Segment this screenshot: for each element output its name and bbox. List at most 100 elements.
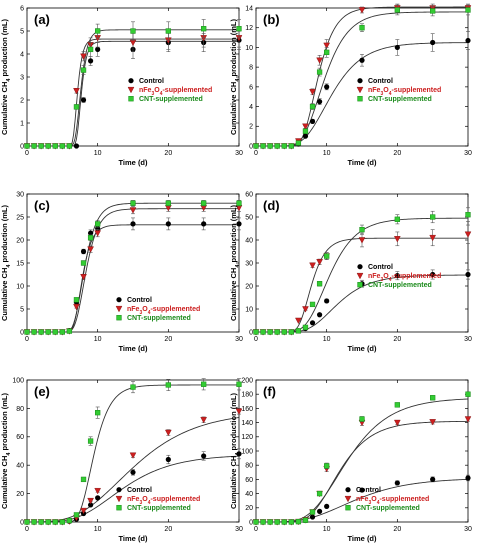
y-tick-label: 0	[20, 143, 24, 150]
legend-nfe-sub1: 3	[139, 310, 142, 316]
y-axis-label: Cumulative CH4 production (mL)	[0, 205, 12, 321]
cnt-point	[52, 329, 58, 335]
cnt-point	[260, 329, 266, 335]
y-axis-label-prefix: Cumulative CH	[0, 268, 9, 321]
y-axis-label-subscript: 4	[6, 264, 12, 268]
cnt-point	[394, 402, 400, 408]
cnt-point	[295, 518, 302, 525]
cnt-point	[87, 46, 94, 53]
cnt-point	[357, 282, 363, 288]
legend-control-label: Control	[368, 78, 393, 85]
control-point	[116, 297, 122, 303]
panel-label-text: (c)	[34, 198, 50, 213]
control-point	[465, 475, 471, 481]
legend-nfe-prefix: nFe	[127, 496, 140, 503]
panel-label: (e)	[34, 384, 50, 399]
control-point	[324, 84, 330, 90]
control-point	[309, 514, 316, 520]
cnt-point	[66, 328, 73, 334]
x-tick-label: 0	[25, 150, 29, 157]
cnt-point	[201, 26, 207, 32]
cnt-point	[316, 69, 323, 75]
legend: ControlnFe3O4-supplementedCNT-supplement…	[115, 297, 200, 322]
legend-nfe-suffix: -supplemented	[162, 87, 212, 94]
cnt-point	[38, 143, 44, 149]
cnt-point	[465, 391, 471, 397]
y-tick-label: 40	[16, 463, 24, 470]
chart-panel: 0 20 40 60 80 100 0 10 20 30 Time (d) Cumulative CH…	[0, 377, 243, 543]
nfe-point	[356, 86, 364, 94]
control-point	[116, 487, 122, 493]
control-point	[309, 118, 316, 124]
y-tick-label: 40	[245, 237, 253, 244]
legend-cnt-label: CNT-supplemented	[356, 505, 420, 512]
legend-nfe-prefix: nFe	[368, 87, 381, 94]
x-tick-label: 10	[323, 526, 331, 533]
legend: ControlnFe3O4-supplementedCNT-supplement…	[127, 78, 212, 103]
y-tick-label: 20	[245, 283, 253, 290]
cnt-point	[324, 49, 330, 56]
cnt-point	[130, 384, 136, 390]
y-axis-label-suffix: production (mL)	[229, 393, 238, 453]
control-point	[324, 503, 330, 509]
cnt-point	[66, 517, 73, 524]
nfe-point	[309, 89, 316, 96]
chart-panel: 0 10 20 30 40 50 60 0 10 20 30 Time (d) Cumulative C…	[229, 191, 472, 353]
x-axis-label: Time (d)	[118, 158, 148, 167]
nfe-point	[87, 246, 94, 253]
legend-control-text: Control	[127, 487, 152, 494]
control-point	[130, 469, 136, 475]
nfe-point	[73, 88, 80, 95]
y-tick-label: 40	[245, 491, 253, 498]
cnt-point	[324, 253, 330, 259]
legend-cnt-label: CNT-supplemented	[127, 505, 191, 512]
control-point	[317, 312, 323, 318]
cnt-point	[236, 381, 242, 387]
y-tick-label: 20	[16, 237, 24, 244]
y-tick-label: 0	[249, 329, 253, 336]
cnt-point	[359, 227, 365, 233]
legend-control-text: Control	[127, 297, 152, 304]
cnt-point	[236, 200, 242, 206]
control-point	[128, 78, 134, 84]
y-axis-label-subscript: 4	[6, 452, 12, 456]
legend-control-label: Control	[139, 78, 164, 85]
nfe-point	[200, 417, 207, 424]
control-point	[130, 221, 136, 227]
control-point	[88, 58, 94, 64]
nfe-point	[356, 272, 364, 280]
cnt-point	[45, 143, 51, 149]
x-axis-label-text: Time (d)	[118, 534, 148, 543]
cnt-point	[465, 7, 471, 13]
x-tick-label: 10	[94, 150, 102, 157]
cnt-point	[295, 140, 302, 146]
cnt-point	[309, 301, 316, 308]
cnt-point	[394, 7, 400, 13]
control-point	[430, 476, 436, 482]
panel-label-text: (e)	[34, 384, 50, 399]
y-tick-label: 10	[16, 283, 24, 290]
legend-cnt-text: CNT-supplemented	[127, 505, 191, 512]
nfe-point	[309, 262, 316, 269]
y-tick-label: 1	[20, 120, 24, 127]
y-tick-label: 4	[249, 104, 253, 111]
cnt-point	[52, 143, 58, 149]
x-tick-label: 30	[235, 150, 243, 157]
x-tick-label: 30	[235, 526, 243, 533]
nfe-point	[358, 237, 366, 244]
nfe-point	[394, 419, 401, 427]
y-axis-label-prefix: Cumulative CH	[229, 456, 238, 509]
cnt-point	[80, 476, 87, 483]
y-axis-label-subscript: 4	[235, 452, 241, 456]
cnt-point	[288, 329, 294, 335]
y-tick-label: 60	[16, 434, 24, 441]
nfe-point	[323, 42, 330, 50]
y-axis-label-suffix: production (mL)	[0, 205, 9, 265]
legend-nfe-prefix: nFe	[139, 87, 152, 94]
y-axis-label-prefix: Cumulative CH	[229, 82, 238, 135]
control-point	[430, 271, 436, 278]
cnt-point	[201, 381, 207, 387]
panel-label-text: (b)	[263, 12, 280, 27]
legend-nfe-mid: O	[154, 87, 160, 94]
y-axis-label-subscript: 4	[6, 78, 12, 82]
